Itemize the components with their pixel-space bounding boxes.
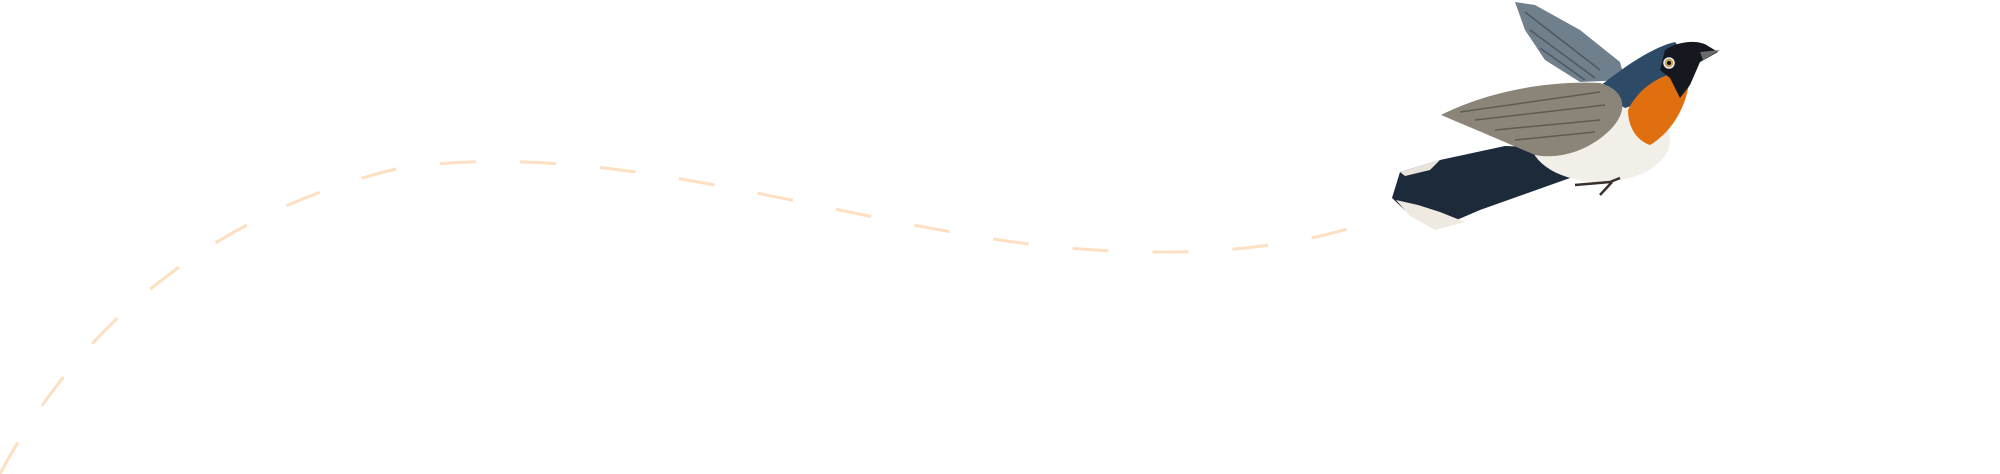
bird-icon <box>1392 2 1720 230</box>
bird-feet <box>1574 176 1621 196</box>
bird-lower-wing <box>1441 82 1623 157</box>
bird-upper-wing <box>1515 2 1625 82</box>
dashed-flight-path <box>0 160 1361 474</box>
bird-beak <box>1700 50 1720 60</box>
bird-tail-tip <box>1396 200 1465 230</box>
bird-throat <box>1628 70 1690 145</box>
bird-tail <box>1392 146 1570 225</box>
